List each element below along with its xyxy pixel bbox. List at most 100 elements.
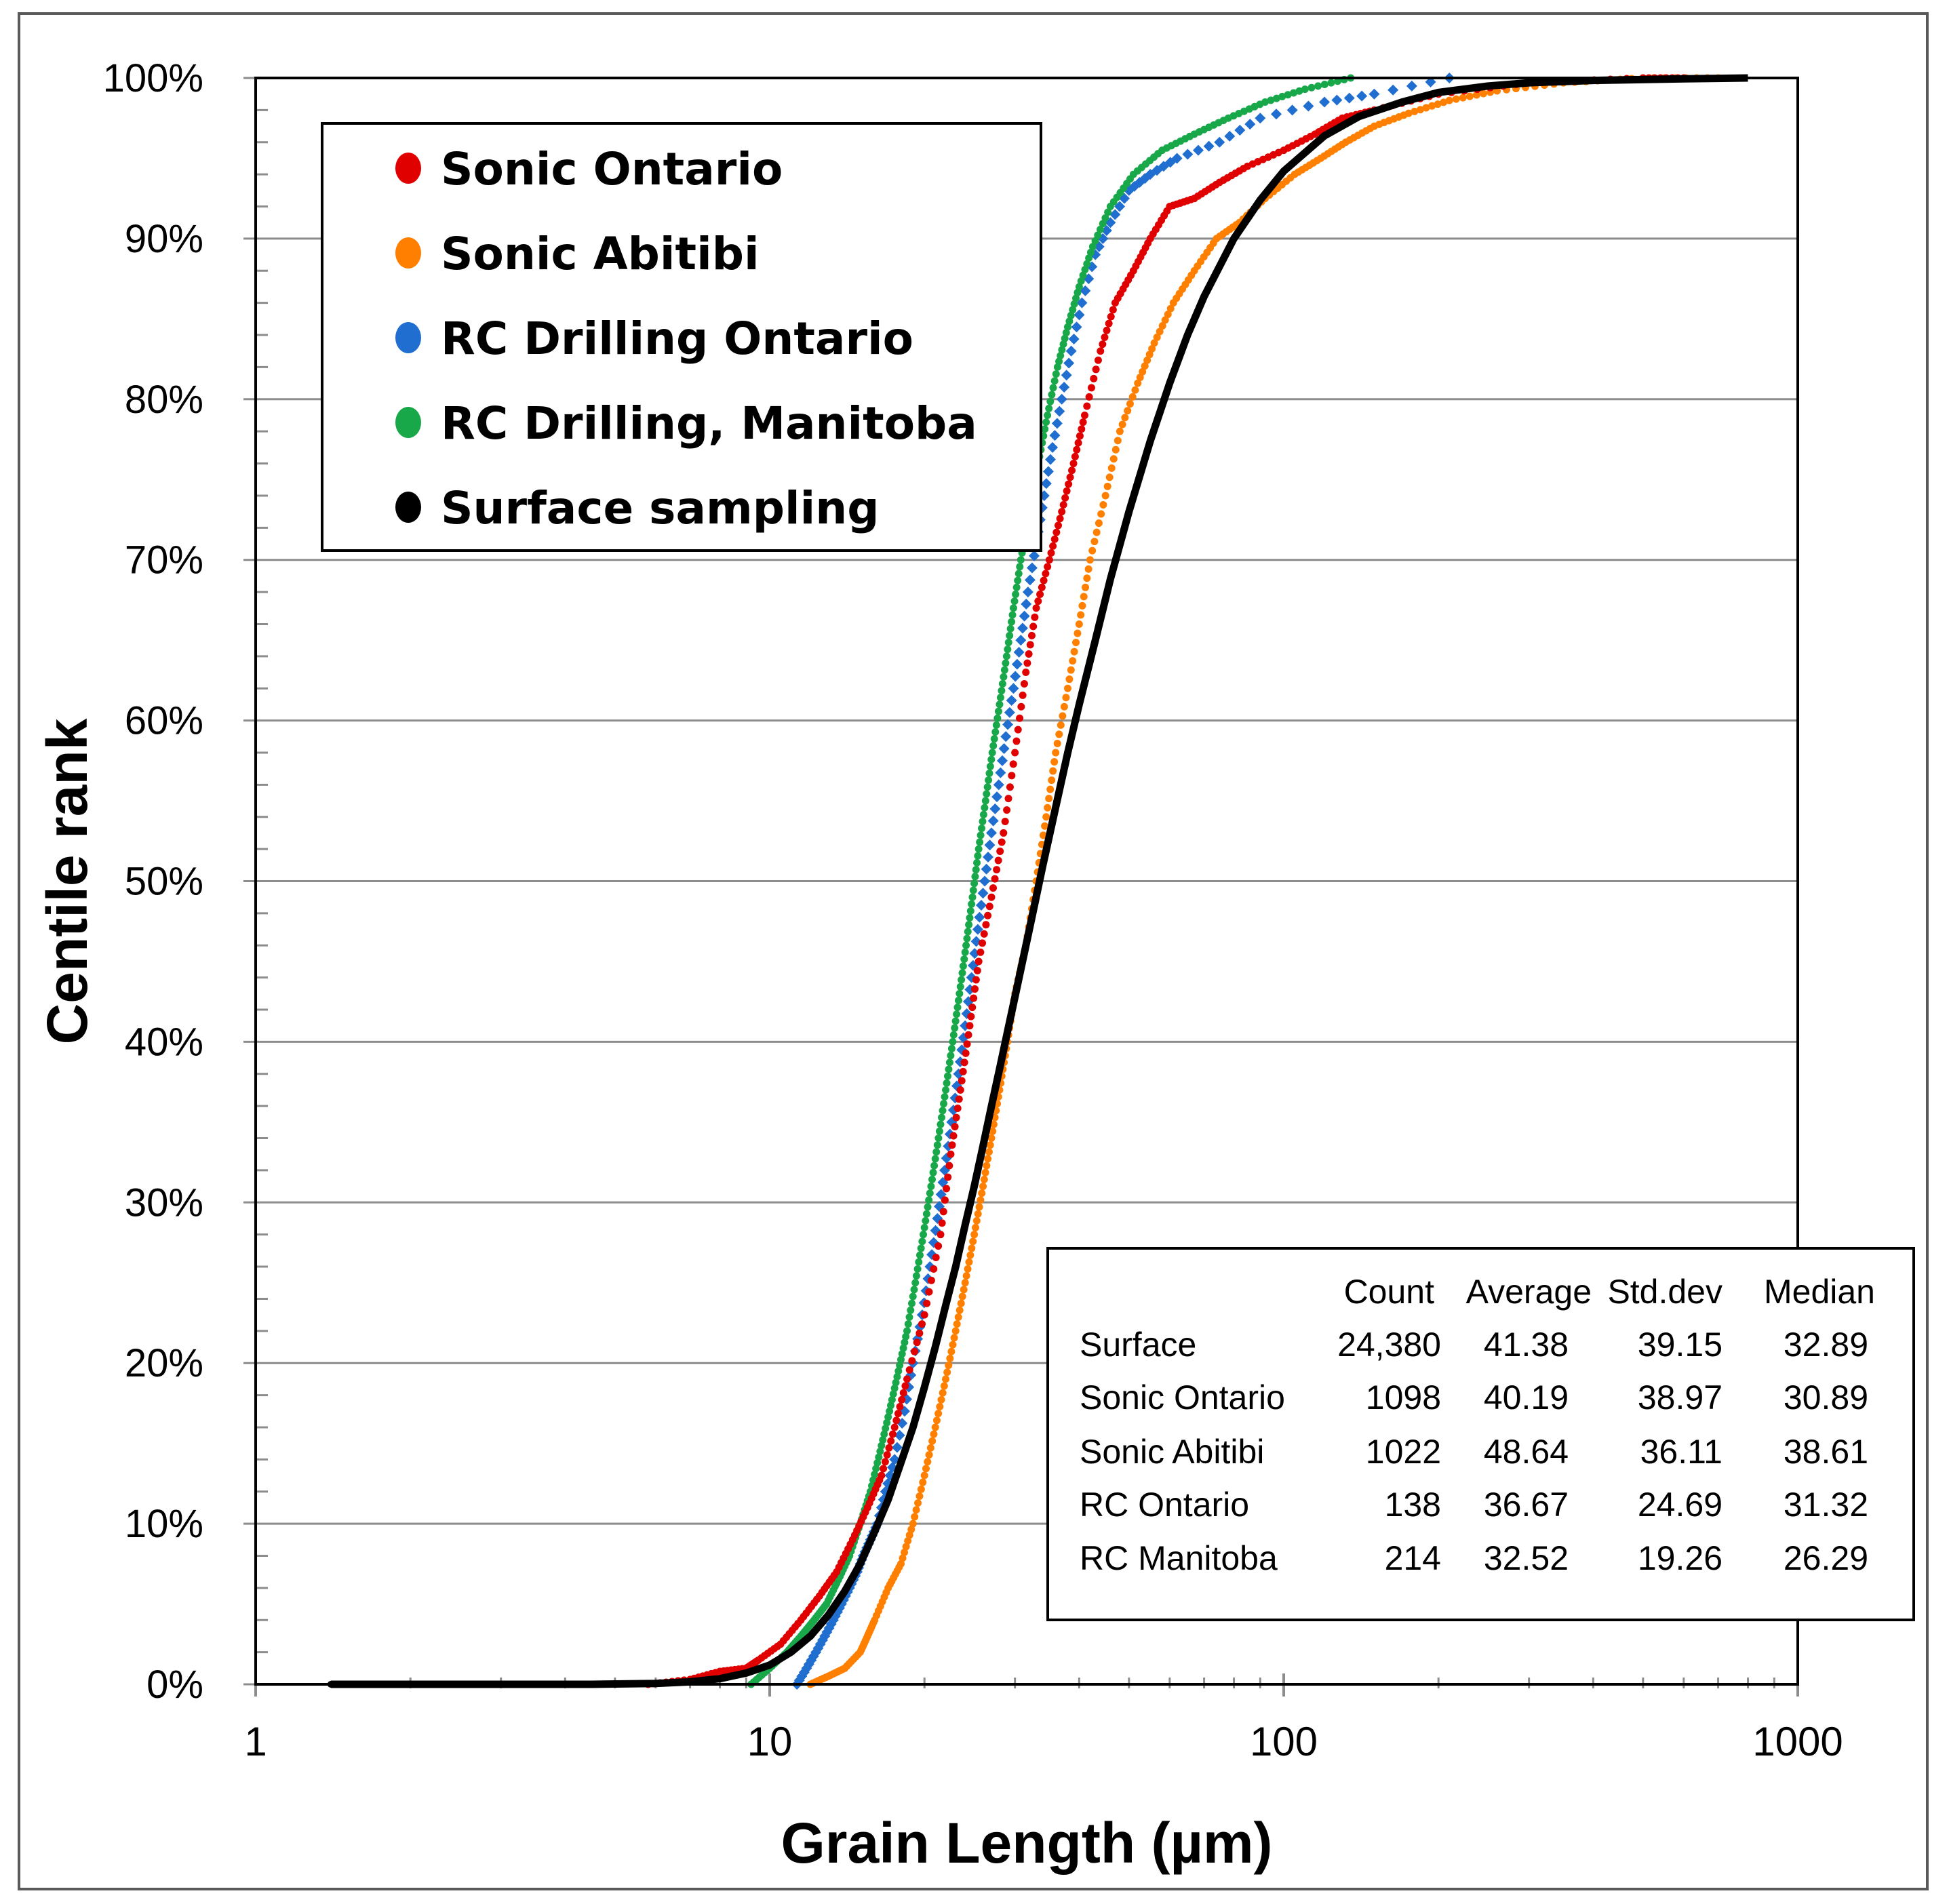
data-point bbox=[1049, 767, 1057, 775]
data-point bbox=[973, 858, 981, 867]
y-tick-label: 70% bbox=[125, 538, 203, 582]
data-point bbox=[926, 1444, 934, 1452]
data-point bbox=[1063, 357, 1075, 369]
legend-label: RC Drilling, Manitoba bbox=[441, 397, 977, 450]
data-point bbox=[978, 825, 986, 833]
stats-row-name: RC Manitoba bbox=[1080, 1539, 1278, 1577]
data-point bbox=[1021, 598, 1032, 610]
data-point bbox=[1008, 611, 1017, 619]
data-point bbox=[934, 1134, 943, 1143]
data-point bbox=[975, 900, 987, 911]
data-point bbox=[1048, 776, 1056, 785]
data-point bbox=[1090, 538, 1099, 546]
data-point bbox=[1057, 351, 1065, 359]
stats-cell: 39.15 bbox=[1638, 1326, 1722, 1364]
data-point bbox=[1074, 439, 1082, 447]
data-point bbox=[916, 1251, 924, 1259]
data-point bbox=[927, 1183, 935, 1191]
stats-cell: 38.61 bbox=[1784, 1433, 1868, 1471]
data-point bbox=[962, 1049, 970, 1057]
data-point bbox=[970, 1231, 979, 1239]
data-point bbox=[905, 1313, 913, 1322]
data-point bbox=[1076, 297, 1088, 309]
stats-cell: 1098 bbox=[1366, 1379, 1441, 1416]
data-point bbox=[986, 1141, 994, 1149]
data-point bbox=[931, 1155, 939, 1163]
data-point bbox=[946, 1354, 954, 1362]
data-point bbox=[1063, 684, 1071, 692]
data-point bbox=[931, 1423, 939, 1431]
data-point bbox=[1103, 326, 1111, 334]
data-point bbox=[955, 1095, 963, 1103]
series-rc-drilling-ontario bbox=[791, 73, 1455, 1690]
legend-marker bbox=[395, 492, 421, 523]
data-point bbox=[979, 939, 987, 947]
data-point bbox=[1011, 658, 1023, 670]
data-point bbox=[956, 983, 964, 991]
data-point bbox=[983, 1162, 991, 1170]
data-point bbox=[1071, 452, 1079, 460]
data-point bbox=[1101, 225, 1112, 237]
data-point bbox=[1006, 783, 1014, 791]
data-point bbox=[1472, 91, 1480, 99]
data-point bbox=[990, 735, 998, 743]
data-point bbox=[960, 1286, 968, 1294]
data-point bbox=[1320, 80, 1328, 88]
data-point bbox=[1036, 590, 1044, 598]
stats-row-name: Sonic Ontario bbox=[1080, 1379, 1285, 1416]
stats-header: Median bbox=[1764, 1273, 1875, 1311]
data-point bbox=[927, 1276, 935, 1284]
data-point bbox=[959, 962, 967, 970]
data-point bbox=[1134, 379, 1142, 387]
legend-item: Surface sampling bbox=[395, 482, 880, 534]
data-point bbox=[971, 1224, 979, 1232]
data-point bbox=[911, 1347, 919, 1355]
data-point bbox=[1099, 220, 1107, 228]
data-point bbox=[908, 1357, 916, 1365]
data-point bbox=[951, 1123, 959, 1131]
data-point bbox=[934, 1242, 943, 1250]
data-point bbox=[1006, 631, 1014, 639]
x-tick-label: 1000 bbox=[1752, 1719, 1843, 1764]
data-point bbox=[1066, 473, 1074, 481]
data-point bbox=[1261, 98, 1269, 106]
data-point bbox=[989, 1120, 998, 1128]
data-point bbox=[1063, 487, 1071, 495]
stats-cell: 1022 bbox=[1366, 1433, 1441, 1471]
data-point bbox=[998, 838, 1006, 846]
data-point bbox=[1077, 611, 1085, 619]
data-point bbox=[1303, 100, 1314, 112]
stats-header: Average bbox=[1466, 1273, 1592, 1311]
data-point bbox=[1356, 90, 1368, 102]
data-point bbox=[966, 1251, 974, 1259]
data-point bbox=[951, 1327, 960, 1335]
data-point bbox=[1002, 659, 1010, 667]
data-point bbox=[1079, 271, 1087, 279]
y-tick-labels: 0% 10% 20% 30% 40% 50% 60% 70% 80% 90% 100% bbox=[103, 56, 203, 1707]
data-point bbox=[965, 1258, 973, 1266]
data-point bbox=[1182, 148, 1194, 160]
data-point bbox=[880, 1465, 888, 1473]
data-point bbox=[970, 994, 978, 1002]
data-point bbox=[1014, 726, 1022, 734]
data-point bbox=[961, 948, 969, 956]
data-point bbox=[905, 1531, 913, 1539]
data-point bbox=[974, 852, 982, 860]
data-point bbox=[1272, 94, 1280, 102]
x-tick-labels: 1 10 100 1000 bbox=[244, 1719, 1843, 1764]
data-point bbox=[1034, 597, 1042, 606]
stats-row-name: Surface bbox=[1080, 1326, 1196, 1364]
stats-table-box bbox=[1046, 1247, 1915, 1621]
legend-item: RC Drilling, Manitoba bbox=[395, 397, 977, 450]
data-point bbox=[912, 1272, 920, 1280]
data-point bbox=[884, 1413, 892, 1421]
data-point bbox=[968, 1244, 976, 1252]
data-point bbox=[1065, 480, 1073, 488]
data-point bbox=[1020, 679, 1028, 688]
data-point bbox=[913, 1265, 922, 1273]
legend-marker bbox=[395, 407, 421, 438]
data-point bbox=[996, 755, 1008, 766]
data-point bbox=[912, 1506, 920, 1514]
data-point bbox=[1046, 785, 1055, 793]
data-point bbox=[982, 921, 990, 929]
